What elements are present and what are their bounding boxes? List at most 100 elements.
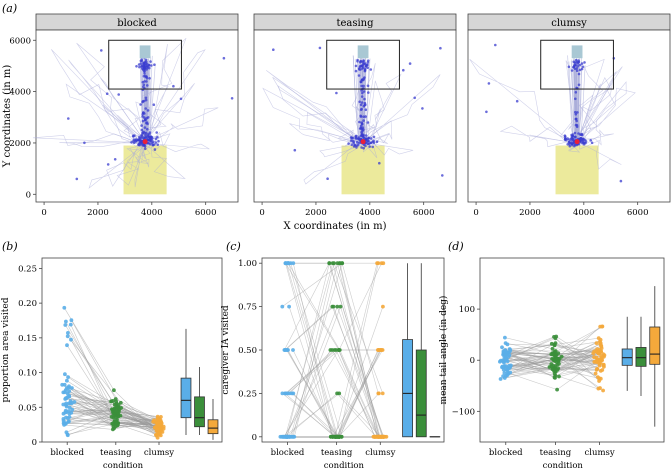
position-point (366, 84, 370, 88)
observation-point (505, 373, 510, 378)
x-tick-label: 0 (41, 208, 46, 218)
box-teasing (635, 347, 647, 367)
position-point (583, 141, 586, 145)
position-point (142, 83, 146, 87)
position-point (137, 143, 140, 146)
observation-point (67, 411, 72, 416)
observation-point (380, 434, 384, 439)
x-tick-label: clumsy (585, 448, 615, 458)
observation-point (597, 347, 602, 352)
trajectory-path (499, 125, 577, 146)
position-point (358, 60, 362, 64)
observation-point (594, 355, 599, 360)
observation-point (109, 399, 114, 404)
observation-point (598, 369, 603, 373)
panel-label: (d) (448, 240, 464, 253)
observation-point (376, 391, 381, 396)
observation-point (285, 261, 290, 266)
position-point (145, 80, 148, 83)
x-tick-label: teasing (321, 448, 353, 458)
corridor-path (147, 55, 153, 144)
position-point (144, 60, 148, 64)
corridor-path (567, 55, 574, 144)
position-point (580, 67, 584, 71)
observation-point (291, 348, 295, 352)
position-point (353, 144, 357, 147)
position-point (413, 96, 417, 100)
position-point (360, 146, 363, 149)
observation-point (508, 348, 513, 352)
observation-point (327, 261, 332, 266)
position-point (357, 141, 361, 145)
corridor-path (356, 61, 361, 144)
observation-point (113, 421, 118, 426)
position-point (230, 97, 234, 100)
observation-point (600, 324, 604, 329)
trajectory-path (88, 142, 147, 189)
position-point (141, 119, 145, 123)
trajectory-path (106, 142, 141, 187)
observation-point (498, 359, 502, 364)
y-tick-label: 0.50 (238, 346, 257, 356)
x-tick-label: 4000 (359, 208, 381, 218)
position-point (360, 132, 364, 135)
position-point (147, 63, 151, 67)
position-point (366, 66, 369, 69)
observation-point (550, 346, 555, 351)
position-point (567, 65, 571, 69)
observation-point (376, 434, 380, 439)
observation-point (549, 364, 554, 369)
position-point (293, 148, 297, 152)
observation-point (552, 343, 557, 348)
position-point (583, 61, 586, 64)
position-point (580, 132, 584, 136)
y-tick-label: 100 (459, 305, 475, 315)
position-point (570, 69, 574, 72)
position-point (363, 97, 366, 101)
y-tick-label: 0.20 (18, 299, 37, 309)
panel-label-a: (a) (2, 2, 17, 15)
observation-point (503, 355, 508, 360)
position-point (364, 108, 368, 111)
position-point (575, 117, 578, 121)
position-point (143, 70, 146, 73)
position-point (361, 67, 364, 70)
y-tick-label: 0 (32, 438, 37, 448)
y-tick-label: 0.10 (18, 369, 37, 379)
position-point (100, 49, 103, 52)
corridor-path (365, 58, 371, 144)
observation-point (503, 349, 508, 354)
position-point (568, 144, 572, 148)
observation-point (280, 434, 284, 439)
position-point (130, 141, 133, 144)
observation-point (557, 374, 561, 379)
corridor-path (568, 61, 574, 144)
position-point (153, 63, 156, 66)
observation-point (335, 304, 340, 309)
position-point (356, 143, 360, 147)
panel-label: (c) (226, 240, 241, 253)
position-point (351, 136, 355, 140)
x-axis-label: X coordinates (in m) (283, 221, 386, 232)
corridor-path (352, 55, 360, 144)
observation-point (500, 364, 505, 369)
position-point (172, 84, 175, 88)
observation-point (596, 386, 601, 391)
y-tick-label: 1.00 (238, 259, 257, 269)
observation-point (65, 433, 70, 438)
observation-point (63, 323, 68, 327)
position-point (570, 142, 574, 145)
position-point (371, 145, 375, 149)
trajectory-path (366, 140, 414, 158)
observation-point (115, 405, 119, 410)
position-point (141, 144, 145, 147)
position-point (140, 65, 144, 68)
position-point (360, 95, 364, 98)
observation-point (592, 349, 597, 354)
observation-point (62, 382, 67, 387)
position-point (571, 135, 575, 138)
observation-point (381, 304, 385, 309)
box-teasing (194, 396, 205, 428)
position-point (144, 134, 147, 137)
observation-point (69, 337, 73, 342)
